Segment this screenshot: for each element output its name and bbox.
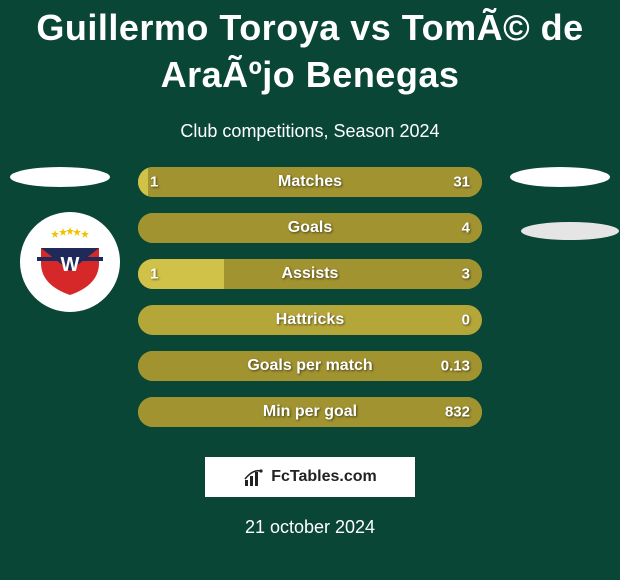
bar-value-right: 3 (462, 265, 470, 282)
bar-label: Min per goal (138, 403, 482, 421)
badge-letter: W (61, 254, 80, 276)
stat-bar: Hattricks0 (138, 305, 482, 335)
bar-value-left: 1 (150, 265, 158, 282)
root: Guillermo Toroya vs TomÃ© de AraÃºjo Ben… (0, 0, 620, 580)
bar-value-right: 31 (453, 173, 470, 190)
badge-stars (51, 227, 89, 238)
bar-label: Assists (138, 265, 482, 283)
bar-value-right: 0.13 (441, 357, 470, 374)
attribution: FcTables.com (205, 457, 415, 497)
stat-bar: Assists1 3 (138, 259, 482, 289)
right-oval-1 (510, 167, 610, 187)
bar-value-right: 832 (445, 403, 470, 420)
stat-bars: Matches131Goals4Assists13Hattricks0Goals… (138, 167, 482, 443)
subtitle: Club competitions, Season 2024 (0, 121, 620, 142)
stat-bar: Goals per match0.13 (138, 351, 482, 381)
fctables-icon (243, 466, 265, 488)
page-title: Guillermo Toroya vs TomÃ© de AraÃºjo Ben… (0, 0, 620, 99)
stat-bar: Min per goal832 (138, 397, 482, 427)
date-text: 21 october 2024 (0, 517, 620, 538)
attribution-text: FcTables.com (271, 468, 377, 486)
bar-value-left: 1 (150, 173, 158, 190)
bar-label: Matches (138, 173, 482, 191)
bar-label: Hattricks (138, 311, 482, 329)
stat-bar: Matches1 31 (138, 167, 482, 197)
badge-svg: W (31, 223, 109, 301)
bar-label: Goals per match (138, 357, 482, 375)
stat-bar: Goals4 (138, 213, 482, 243)
bar-value-right: 0 (462, 311, 470, 328)
team-badge: W (20, 212, 120, 312)
right-oval-2 (521, 222, 619, 240)
bar-label: Goals (138, 219, 482, 237)
bar-value-right: 4 (462, 219, 470, 236)
left-oval-1 (10, 167, 110, 187)
